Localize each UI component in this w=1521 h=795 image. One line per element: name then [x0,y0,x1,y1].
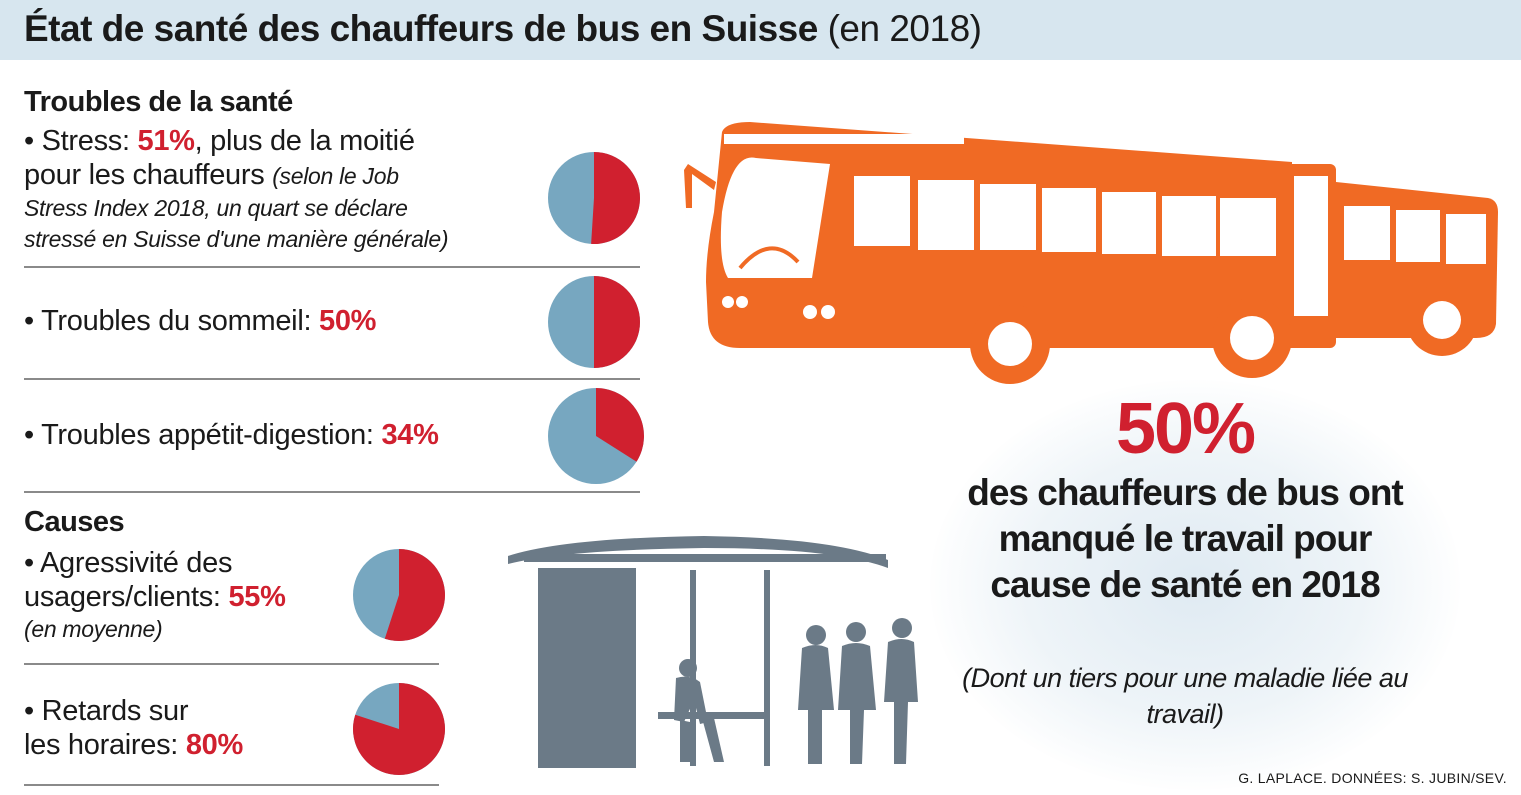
title-year: (en 2018) [827,8,982,49]
divider-3 [24,491,640,493]
stress-pct: 51% [137,125,195,157]
header-bar: État de santé des chauffeurs de bus en S… [0,0,1521,60]
divider-4 [24,663,439,665]
title-bold: État de santé des chauffeurs de bus en S… [24,8,818,49]
item-sommeil: • Troubles du sommeil: 50% [24,304,376,338]
pie-slice-value [591,152,640,244]
stress-note1: (selon le Job [272,163,399,189]
stat-text: des chauffeurs de bus ont manqué le trav… [967,472,1404,605]
stress-label: • Stress: [24,125,138,157]
item-retards: • Retards sur les horaires: 80% [24,694,243,762]
pie-chart-sommeil [548,276,640,368]
pie-slice-value [596,388,644,462]
pie-chart-agressivite [353,549,445,641]
bus-icon [684,122,1498,384]
sommeil-pct: 50% [318,305,377,337]
retards-line1: • Retards sur [24,695,189,727]
appetit-label: • Troubles appétit-digestion: [24,419,382,451]
divider-5 [24,784,439,786]
stress-after: , plus de la moitié [194,125,415,157]
appetit-pct: 34% [381,419,439,451]
source-credit: G. LAPLACE. DONNÉES: S. JUBIN/SEV. [1238,770,1507,786]
pie-chart-appetit [548,388,644,484]
divider-1 [24,266,640,268]
item-agressivite: • Agressivité des usagers/clients: 55% (… [24,546,286,644]
pie-slice-value [594,276,640,368]
item-stress: • Stress: 51%, plus de la moitié pour le… [24,124,544,255]
divider-2 [24,378,640,380]
stat-note: (Dont un tiers pour une maladie liée au … [962,663,1408,729]
agressivite-note: (en moyenne) [24,616,163,642]
retards-line2: les horaires: [24,729,186,761]
stat-background [930,380,1460,790]
agressivite-line1: • Agressivité des [24,547,233,579]
stress-note3: stressé en Suisse d'une manière générale… [24,226,449,252]
item-appetit: • Troubles appétit-digestion: 34% [24,418,439,452]
sommeil-label: • Troubles du sommeil: [24,305,319,337]
agressivite-pct: 55% [228,581,286,613]
pie-chart-retards [353,683,445,775]
pie-chart-stress [548,152,640,244]
agressivite-line2: usagers/clients: [24,581,229,613]
stress-note2: Stress Index 2018, un quart se déclare [24,195,408,221]
section-title-troubles: Troubles de la santé [24,86,293,118]
page-title: État de santé des chauffeurs de bus en S… [24,8,982,50]
bus-shelter-icon [508,536,918,768]
retards-pct: 80% [185,729,243,761]
stress-line2: pour les chauffeurs [24,159,273,191]
stat-percentage: 50% [1115,389,1256,469]
pie-slice-value [384,549,445,641]
pie-slice-value [353,683,445,775]
section-title-causes: Causes [24,506,125,538]
